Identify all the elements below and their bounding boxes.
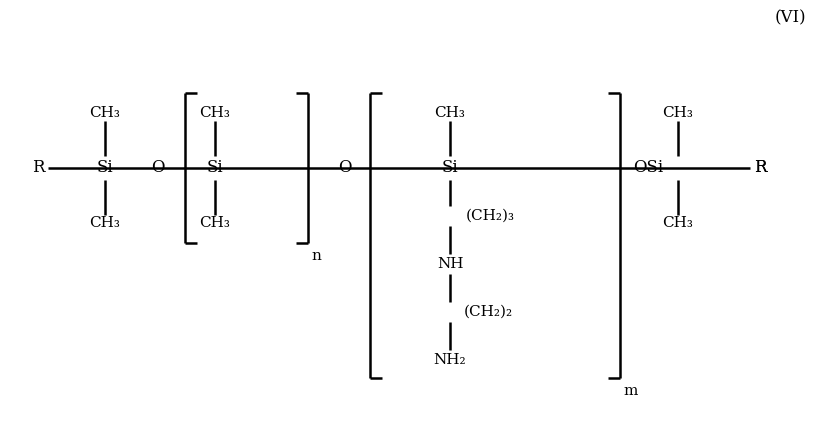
Text: Si: Si	[97, 159, 113, 177]
Text: NH₂: NH₂	[434, 353, 466, 367]
Text: Si: Si	[207, 159, 224, 177]
Text: (CH₂)₂: (CH₂)₂	[464, 305, 513, 319]
Text: CH₃: CH₃	[662, 106, 694, 120]
Text: CH₃: CH₃	[200, 106, 230, 120]
Text: R: R	[31, 159, 45, 177]
Text: CH₃: CH₃	[90, 216, 120, 230]
Text: Si: Si	[441, 159, 459, 177]
Text: m: m	[623, 384, 638, 398]
Text: R: R	[754, 159, 766, 177]
Text: CH₃: CH₃	[200, 216, 230, 230]
Text: (VI): (VI)	[774, 10, 806, 27]
Text: O: O	[151, 159, 165, 177]
Text: (CH₂)₃: (CH₂)₃	[466, 209, 515, 223]
Text: O: O	[338, 159, 351, 177]
Text: CH₃: CH₃	[662, 216, 694, 230]
Text: OSi: OSi	[633, 159, 663, 177]
Text: NH: NH	[436, 257, 464, 271]
Text: CH₃: CH₃	[435, 106, 465, 120]
Text: R: R	[754, 159, 766, 177]
Text: n: n	[311, 249, 321, 263]
Text: CH₃: CH₃	[90, 106, 120, 120]
